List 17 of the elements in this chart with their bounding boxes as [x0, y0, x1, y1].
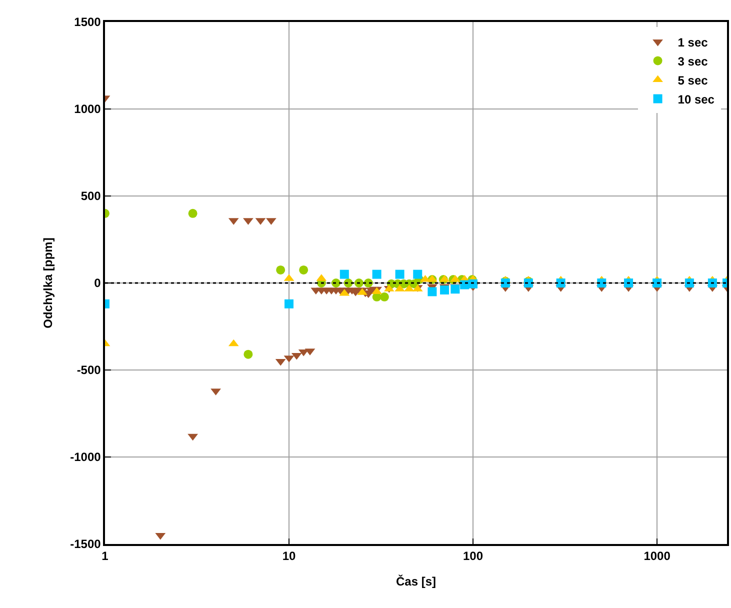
legend-label: 10 sec: [678, 92, 715, 106]
y-tick-label: -1500: [70, 537, 102, 552]
legend-label: 1 sec: [678, 35, 708, 50]
y-tick-label: -1000: [70, 450, 102, 464]
y-tick-label: 1000: [74, 102, 102, 116]
y-tick-label: 1500: [74, 15, 102, 30]
x-tick-label: 10: [282, 549, 296, 564]
y-tick-label: -500: [76, 363, 102, 378]
legend-label: 5 sec: [678, 73, 708, 88]
y-tick-label: 0: [94, 276, 102, 290]
x-tick-label: 1: [102, 549, 109, 564]
legend-label: 3 sec: [678, 54, 708, 68]
x-tick-label: 1000: [644, 549, 671, 564]
x-axis-title: Čas [s]: [396, 574, 436, 589]
x-tick-label: 100: [463, 549, 484, 564]
y-axis-title: Odchylka [ppm]: [40, 238, 55, 328]
y-tick-label: 500: [80, 189, 102, 204]
